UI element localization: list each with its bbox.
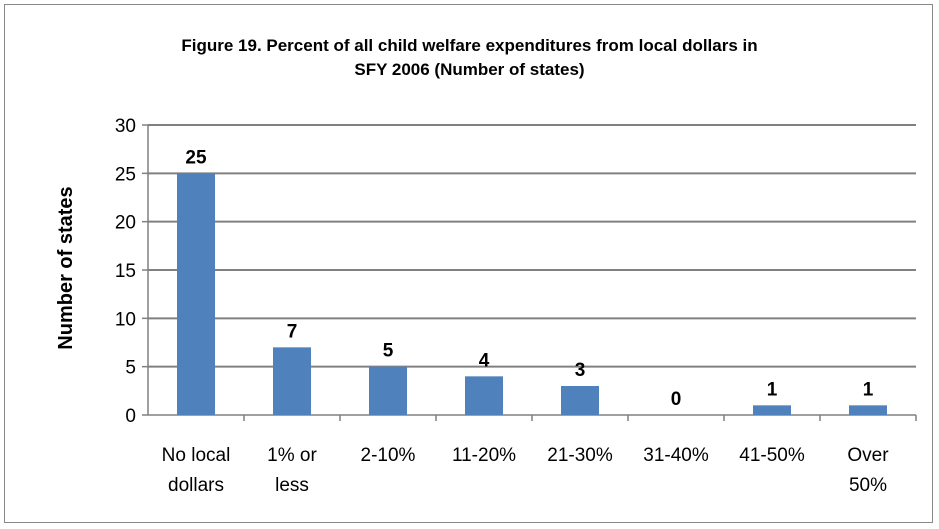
x-tick-label: 21-30%	[547, 445, 613, 466]
data-label: 5	[383, 341, 394, 362]
y-tick-label: 0	[125, 406, 136, 427]
x-tick-label-line: No local	[162, 445, 231, 466]
x-tick-label-line: 21-30%	[547, 445, 613, 466]
data-label: 0	[671, 389, 682, 410]
bar	[753, 405, 791, 415]
chart-frame	[4, 4, 933, 523]
x-tick-label: 31-40%	[643, 445, 709, 466]
data-label: 1	[863, 379, 874, 400]
x-tick-label-line: 11-20%	[452, 445, 516, 466]
x-axis-ticks: No local dollars 1% or less 2-10% 11-20% 21-30…	[162, 415, 917, 496]
bar	[177, 173, 215, 415]
data-label: 4	[479, 350, 490, 371]
x-tick-label-line: 2-10%	[361, 445, 416, 466]
data-label: 3	[575, 360, 586, 381]
x-tick-label: 41-50%	[739, 445, 805, 466]
data-label: 7	[287, 321, 298, 342]
y-axis-label: Number of states	[55, 186, 77, 349]
bar	[465, 376, 503, 415]
y-tick-label: 15	[115, 261, 136, 282]
x-tick-label: No local dollars	[162, 445, 231, 496]
x-tick-label-line: 1% or	[267, 445, 317, 466]
bar	[849, 405, 887, 415]
x-tick-label-line: 31-40%	[643, 445, 709, 466]
x-tick-label-line: 50%	[849, 475, 887, 496]
x-tick-label-line: dollars	[168, 475, 224, 496]
y-tick-label: 20	[115, 213, 136, 234]
x-tick-label: Over 50%	[847, 445, 889, 496]
chart-title: Figure 19. Percent of all child welfare …	[0, 34, 939, 82]
chart-title-line-2: SFY 2006 (Number of states)	[354, 60, 585, 79]
x-tick-label: 11-20%	[452, 445, 516, 466]
x-tick-label-line: less	[275, 475, 309, 496]
x-tick-label: 1% or less	[267, 445, 317, 496]
chart-title-line-1: Figure 19. Percent of all child welfare …	[181, 36, 758, 55]
x-tick-label: 2-10%	[361, 445, 416, 466]
x-tick-label-line: Over	[847, 445, 889, 466]
x-tick-label-line: 41-50%	[739, 445, 805, 466]
data-labels: 25 7 5 4 3 0 1 1	[185, 147, 873, 410]
data-label: 1	[767, 379, 778, 400]
data-label: 25	[185, 147, 207, 168]
y-tick-label: 30	[115, 116, 136, 137]
bar	[561, 386, 599, 415]
y-tick-label: 5	[125, 358, 136, 379]
y-tick-label: 25	[115, 164, 136, 185]
y-tick-label: 10	[115, 309, 136, 330]
bar	[273, 347, 311, 415]
gridlines	[148, 124, 916, 368]
bar	[369, 366, 407, 415]
bars	[177, 173, 887, 415]
